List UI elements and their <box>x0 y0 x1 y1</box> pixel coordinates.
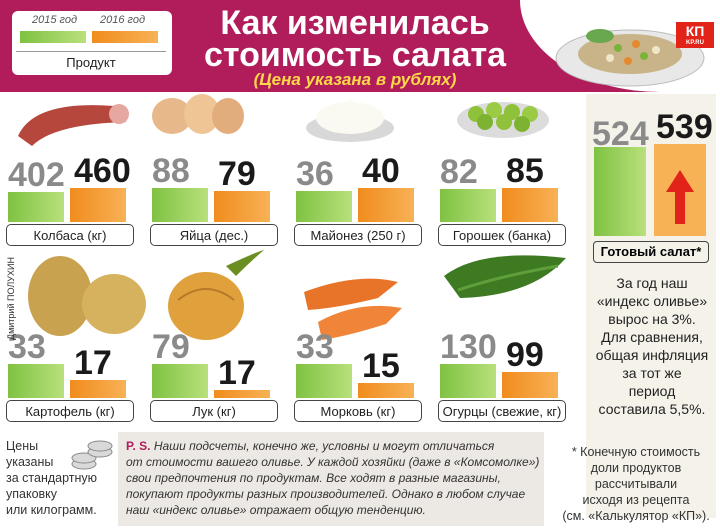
bar-2015 <box>152 364 208 398</box>
bar-2015 <box>8 364 64 398</box>
value-label-2016: 460 <box>74 152 131 190</box>
legend-title: Продукт <box>16 51 166 70</box>
ps-line: свои предпочтения по продуктам. Все ходя… <box>126 471 501 485</box>
ready-salad-text: За год наш «индекс оливье» вырос на 3%. … <box>590 274 714 418</box>
bar-2016 <box>70 188 126 222</box>
eggs-image <box>152 94 244 134</box>
ps-head: P. S. <box>126 439 151 453</box>
ready-salad-text-line: За год наш <box>616 275 688 291</box>
page-title-line1: Как изменилась <box>220 4 490 42</box>
bar-2016 <box>502 372 558 398</box>
value-label-2015: 33 <box>8 328 46 366</box>
onion-image <box>168 250 264 340</box>
ready-salad-label: Готовый салат* <box>593 241 709 263</box>
category-label: Лук (кг) <box>150 400 278 422</box>
value-label-2015: 402 <box>8 156 65 194</box>
ready-salad-text-line: общая инфляция <box>595 347 709 363</box>
bar-2015 <box>296 191 352 222</box>
value-label-2015: 130 <box>440 328 497 366</box>
note-right-line: (см. «Калькулятор «КП»). <box>562 509 710 523</box>
bar-2016 <box>358 188 414 222</box>
note-right-line: доли продуктов <box>590 461 682 475</box>
value-label-2016: 15 <box>362 347 400 385</box>
value-label-2016: 17 <box>218 354 256 392</box>
note-left-line: Цены <box>6 439 39 453</box>
value-label-2016: 99 <box>506 336 544 374</box>
salad-plate-image <box>555 29 705 87</box>
bar-2016 <box>214 191 270 222</box>
bar-2015 <box>152 188 208 222</box>
cucumber-image <box>444 255 566 298</box>
kp-logo-sub: KP.RU <box>686 40 704 46</box>
ps-line: P. S. Наши подсчеты, конечно же, условны… <box>126 438 540 454</box>
bar-2015 <box>440 189 496 222</box>
category-label: Горошек (банка) <box>438 224 566 246</box>
ready-salad-text-line: «индекс оливье» <box>596 293 708 309</box>
value-label-2016: 40 <box>362 152 400 190</box>
ps-line: от стоимости вашего оливье. У каждой хоз… <box>126 455 540 469</box>
ready-salad-text-line: составила 5,5%. <box>598 401 706 417</box>
coins-icon <box>71 440 113 470</box>
note-right-line: * Конечную стоимость <box>571 445 701 459</box>
legend-year-old: 2015 год <box>32 14 78 26</box>
note-left: Цены указаны за стандартную упаковку или… <box>6 438 106 518</box>
ready-salad-text-line: период <box>628 383 676 399</box>
ready-salad-text-line: Для сравнения, <box>601 329 703 345</box>
ready-salad-value-old: 524 <box>592 115 649 153</box>
bar-2015 <box>8 192 64 222</box>
ps-line: покупают продукты разных производителей.… <box>126 487 526 501</box>
ps-box <box>118 432 544 526</box>
value-label-2015: 88 <box>152 152 190 190</box>
kp-logo: КП KP.RU <box>676 22 714 48</box>
category-label: Картофель (кг) <box>6 400 134 422</box>
peas-image <box>457 102 549 138</box>
bar-2016 <box>358 383 414 398</box>
value-label-2015: 33 <box>296 328 334 366</box>
legend-year-new: 2016 год <box>100 14 146 26</box>
potato-image <box>28 256 146 336</box>
sausage-image <box>18 104 129 146</box>
ready-salad-bar-old <box>594 147 646 236</box>
value-label-2015: 36 <box>296 155 334 193</box>
note-right-line: исходя из рецепта <box>582 493 690 507</box>
legend-swatch-old <box>20 31 86 43</box>
bar-2016 <box>70 380 126 398</box>
ps-line: наш «индекс оливье» отражает общую тенде… <box>126 503 426 517</box>
carrot-image <box>304 278 402 340</box>
category-label: Колбаса (кг) <box>6 224 134 246</box>
bar-2016 <box>214 390 270 398</box>
legend-swatch-new <box>92 31 158 43</box>
note-right-line: рассчитывали <box>594 477 678 491</box>
bar-2016 <box>502 188 558 222</box>
page-subtitle: (Цена указана в рублях) <box>253 70 457 89</box>
kp-logo-text: КП <box>685 23 705 39</box>
category-label: Яйца (дес.) <box>150 224 278 246</box>
ready-salad-text-line: вырос на 3%. <box>608 311 696 327</box>
ready-salad-value-new: 539 <box>656 108 713 146</box>
bar-2015 <box>440 364 496 398</box>
up-arrow-icon <box>666 170 694 224</box>
value-label-2015: 79 <box>152 328 190 366</box>
ready-salad-text-line: за тот же <box>622 365 682 381</box>
note-left-line: указаны <box>6 455 54 469</box>
legend: 2015 год 2016 год Продукт <box>12 11 172 75</box>
bar-2015 <box>296 364 352 398</box>
category-label: Майонез (250 г) <box>294 224 422 246</box>
note-right: * Конечную стоимость доли продуктов расс… <box>556 444 716 524</box>
note-left-line: упаковку <box>6 487 58 501</box>
ps-text: P. S. Наши подсчеты, конечно же, условны… <box>126 438 540 518</box>
value-label-2016: 79 <box>218 155 256 193</box>
mayonnaise-image <box>306 100 394 142</box>
value-label-2016: 85 <box>506 152 544 190</box>
ps-line-text: Наши подсчеты, конечно же, условны и мог… <box>153 439 495 453</box>
photo-credit: Дмитрий ПОЛУХИН <box>6 257 16 340</box>
category-label: Морковь (кг) <box>294 400 422 422</box>
note-left-line: за стандартную <box>6 471 98 485</box>
value-label-2015: 82 <box>440 153 478 191</box>
value-label-2016: 17 <box>74 344 112 382</box>
category-label: Огурцы (свежие, кг) <box>438 400 566 422</box>
note-left-line: или килограмм. <box>6 503 97 517</box>
page-title-line2: стоимость салата <box>203 36 506 74</box>
